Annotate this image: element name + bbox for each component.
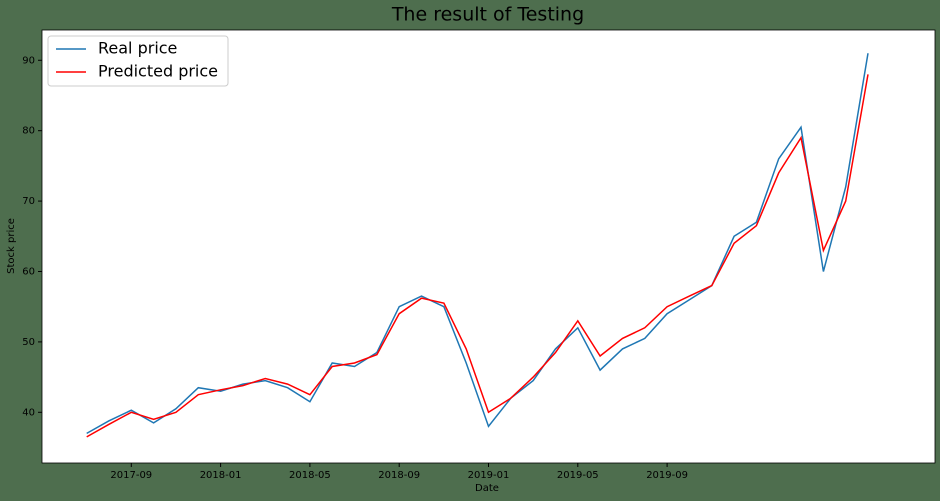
x-tick-label: 2018-05	[289, 470, 331, 481]
chart-title: The result of Testing	[391, 4, 584, 26]
legend-label: Real price	[98, 39, 177, 58]
x-tick-label: 2019-05	[557, 470, 599, 481]
x-tick-label: 2019-09	[646, 470, 688, 481]
x-axis-label: Date	[475, 483, 499, 494]
x-tick-label: 2019-01	[468, 470, 510, 481]
legend-box	[47, 35, 229, 87]
y-tick-label: 60	[22, 266, 35, 277]
y-tick-label: 80	[22, 126, 35, 137]
x-tick-label: 2018-09	[378, 470, 420, 481]
legend-label: Predicted price	[98, 62, 218, 81]
x-tick-label: 2017-09	[110, 470, 152, 481]
y-tick-label: 40	[22, 407, 35, 418]
y-tick-label: 90	[22, 55, 35, 66]
series-line	[86, 74, 869, 438]
x-tick-label: 2018-01	[200, 470, 242, 481]
y-axis-label: Stock price	[6, 218, 17, 274]
plot-area	[41, 29, 936, 464]
y-tick-label: 50	[22, 337, 35, 348]
y-tick-label: 70	[22, 196, 35, 207]
